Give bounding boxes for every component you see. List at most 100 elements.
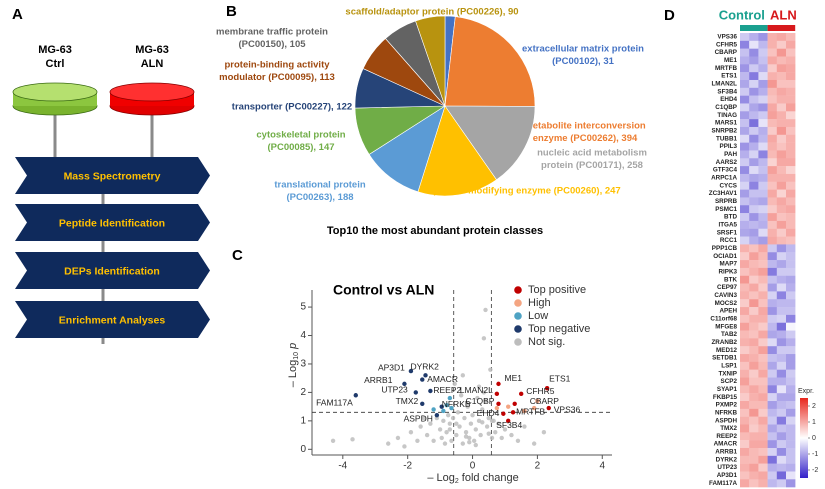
row-label: REEP2 [716, 433, 737, 440]
x-tick-label: 2 [535, 461, 541, 472]
row-label: ITGA5 [718, 222, 737, 229]
heat-cell [776, 291, 787, 300]
point-label: ASPDH [404, 413, 433, 423]
heat-cell [786, 197, 796, 206]
slice-label: transporter (PC00227), 122 [232, 102, 352, 113]
point-label: REEP2 [433, 385, 461, 395]
heat-cell [740, 244, 750, 253]
heat-cell [758, 252, 768, 261]
axis-label-part: fold change [459, 472, 519, 484]
point [450, 415, 456, 421]
legend-label: Top positive [528, 284, 586, 296]
heat-cell [786, 56, 796, 65]
heat-cell [758, 354, 768, 363]
heat-cell [749, 134, 759, 143]
heat-cell [776, 111, 787, 120]
heat-cell [767, 79, 777, 89]
heat-cell [758, 275, 768, 284]
heat-cell [786, 314, 796, 323]
heat-cell [758, 479, 768, 488]
row-label: TMX2 [720, 425, 737, 432]
heat-cell [758, 142, 768, 151]
workflow: MG-63 Ctrl MG-63 ALN [12, 44, 195, 157]
slice-label: protein (PC00171), 258 [541, 160, 643, 171]
heat-cell [758, 166, 768, 175]
colorbar-tick-label: -2 [812, 467, 818, 474]
slice-label: translational protein [274, 180, 366, 191]
heat-cell [786, 142, 796, 151]
heat-cell [767, 87, 777, 96]
y-tick-label: 3 [300, 359, 306, 370]
heat-cell [767, 401, 777, 410]
legend-swatch [514, 338, 522, 346]
point [441, 408, 446, 414]
point [483, 398, 488, 404]
y-tick-label: 2 [300, 387, 306, 398]
heat-cell [749, 463, 759, 472]
heat-cell [740, 361, 750, 370]
heat-cell [740, 330, 750, 339]
heat-cell [776, 260, 787, 269]
heat-cell [740, 354, 750, 363]
heat-cell [786, 479, 796, 488]
heat-cell [776, 346, 787, 355]
row-label: PSMC1 [715, 206, 737, 213]
point-label: DYRK2 [411, 362, 440, 372]
row-label: ZRANB2 [711, 339, 737, 346]
step-arrow [15, 252, 210, 289]
point [494, 391, 500, 397]
point-label: LMAN2L [460, 385, 493, 395]
heat-cell [776, 228, 787, 237]
heat-cell [767, 291, 777, 300]
x-tick-label: 0 [470, 461, 476, 472]
point [541, 430, 547, 435]
point [494, 405, 500, 411]
cylinder [12, 82, 98, 116]
slice-label: modulator (PC00095), 113 [219, 72, 335, 83]
heat-cell [749, 111, 759, 120]
heat-cell [740, 181, 750, 190]
heat-cell [767, 361, 777, 370]
heat-cell [749, 455, 759, 464]
point [481, 390, 487, 395]
point [463, 430, 469, 435]
heat-cell [740, 447, 750, 457]
row-label: MARS1 [715, 120, 738, 127]
heat-cell [776, 299, 787, 308]
heat-cell [758, 267, 768, 276]
axis-label-part: 10 [293, 352, 300, 360]
heat-cell [740, 401, 750, 410]
point [522, 424, 527, 429]
heat-cell [758, 134, 768, 143]
heat-cell [749, 197, 759, 206]
point [501, 411, 506, 416]
heat-cell [767, 440, 777, 449]
point [441, 418, 446, 424]
heat-cell [758, 322, 768, 331]
point [544, 385, 550, 391]
heat-cell [749, 377, 759, 386]
heat-cell [740, 189, 750, 198]
group-label: ALN [141, 58, 164, 70]
point [486, 415, 491, 421]
heat-cell [767, 283, 777, 292]
heat-cell [758, 64, 768, 73]
step-arrow [15, 204, 210, 241]
heat-cell [767, 385, 777, 394]
heat-cell [758, 291, 768, 300]
heat-cell [740, 150, 750, 159]
heat-cell [786, 385, 796, 394]
point [535, 398, 540, 404]
group-label: Control [719, 7, 765, 22]
legend-swatch [514, 312, 522, 320]
heat-cell [786, 150, 796, 159]
chart-title: Control vs ALN [333, 282, 434, 298]
row-label: ME1 [724, 57, 737, 64]
slice-label: protein-binding activity [224, 60, 330, 71]
point [395, 435, 401, 441]
heat-cell [740, 260, 750, 269]
heat-cell [786, 432, 796, 441]
heat-cell [786, 408, 796, 417]
y-tick-label: 0 [300, 444, 306, 455]
heat-cell [758, 220, 768, 229]
